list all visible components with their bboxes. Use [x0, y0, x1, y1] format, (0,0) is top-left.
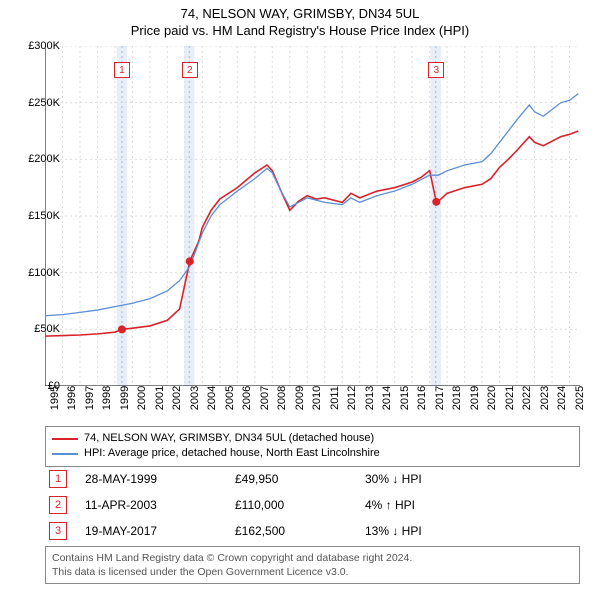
x-axis-tick-label: 2000 [136, 386, 148, 410]
x-axis-tick-label: 2006 [241, 386, 253, 410]
y-axis-tick-label: £200K [10, 153, 60, 165]
x-axis-tick-label: 2012 [346, 386, 358, 410]
legend-item-hpi: HPI: Average price, detached house, Nort… [52, 446, 573, 461]
transaction-date: 19-MAY-2017 [85, 524, 235, 538]
x-axis-tick-label: 2023 [539, 386, 551, 410]
y-axis-tick-label: £300K [10, 40, 60, 52]
x-axis-tick-label: 2013 [364, 386, 376, 410]
transaction-number: 1 [49, 470, 67, 488]
y-axis-tick-label: £100K [10, 267, 60, 279]
transaction-diff: 13% ↓ HPI [365, 524, 580, 538]
x-axis-tick-label: 2021 [504, 386, 516, 410]
x-axis-tick-label: 2017 [434, 386, 446, 410]
transaction-date: 28-MAY-1999 [85, 472, 235, 486]
legend-label: HPI: Average price, detached house, Nort… [84, 446, 380, 461]
footer: Contains HM Land Registry data © Crown c… [45, 546, 580, 584]
x-axis-tick-label: 2025 [574, 386, 586, 410]
x-axis-tick-label: 2001 [154, 386, 166, 410]
transaction-number: 3 [49, 522, 67, 540]
footer-line: Contains HM Land Registry data © Crown c… [52, 551, 573, 565]
x-axis-tick-label: 2004 [206, 386, 218, 410]
chart-title: 74, NELSON WAY, GRIMSBY, DN34 5UL [0, 0, 600, 21]
y-axis-tick-label: £50K [10, 323, 60, 335]
transaction-row: 1 28-MAY-1999£49,95030% ↓ HPI [45, 466, 580, 492]
transaction-marker: 1 [114, 62, 130, 78]
x-axis-tick-label: 2018 [451, 386, 463, 410]
transaction-diff: 30% ↓ HPI [365, 472, 580, 486]
transaction-row: 3 19-MAY-2017£162,50013% ↓ HPI [45, 518, 580, 544]
transaction-marker: 2 [182, 62, 198, 78]
x-axis-tick-label: 2010 [311, 386, 323, 410]
x-axis-tick-label: 2022 [521, 386, 533, 410]
chart-subtitle: Price paid vs. HM Land Registry's House … [0, 21, 600, 44]
legend-swatch [52, 453, 78, 455]
transaction-price: £162,500 [235, 524, 365, 538]
x-axis-tick-label: 2009 [294, 386, 306, 410]
legend-item-price: 74, NELSON WAY, GRIMSBY, DN34 5UL (detac… [52, 431, 573, 446]
transaction-price: £110,000 [235, 498, 365, 512]
x-axis-tick-label: 2020 [486, 386, 498, 410]
x-axis-tick-label: 2005 [224, 386, 236, 410]
x-axis-tick-label: 1997 [84, 386, 96, 410]
transactions-table: 1 28-MAY-1999£49,95030% ↓ HPI 2 11-APR-2003… [45, 466, 580, 544]
x-axis-tick-label: 2015 [399, 386, 411, 410]
footer-line: This data is licensed under the Open Gov… [52, 565, 573, 579]
y-axis-tick-label: £250K [10, 97, 60, 109]
x-axis-tick-label: 2007 [259, 386, 271, 410]
chart-container: { "title": "74, NELSON WAY, GRIMSBY, DN3… [0, 0, 600, 590]
chart-svg [45, 46, 580, 386]
transaction-price: £49,950 [235, 472, 365, 486]
x-axis-tick-label: 1996 [66, 386, 78, 410]
x-axis-tick-label: 1998 [101, 386, 113, 410]
x-axis-tick-label: 1995 [49, 386, 61, 410]
x-axis-tick-label: 2019 [469, 386, 481, 410]
y-axis-tick-label: £150K [10, 210, 60, 222]
x-axis-tick-label: 2014 [381, 386, 393, 410]
x-axis-tick-label: 2016 [416, 386, 428, 410]
x-axis-tick-label: 2024 [556, 386, 568, 410]
x-axis-tick-label: 2008 [276, 386, 288, 410]
x-axis-tick-label: 2003 [189, 386, 201, 410]
transaction-date: 11-APR-2003 [85, 498, 235, 512]
x-axis-tick-label: 1999 [119, 386, 131, 410]
legend-swatch [52, 438, 78, 440]
transaction-marker: 3 [428, 62, 444, 78]
x-axis-tick-label: 2011 [329, 386, 341, 410]
transaction-number: 2 [49, 496, 67, 514]
chart-plot-area [45, 46, 580, 386]
transaction-row: 2 11-APR-2003£110,0004% ↑ HPI [45, 492, 580, 518]
legend-label: 74, NELSON WAY, GRIMSBY, DN34 5UL (detac… [84, 431, 374, 446]
transaction-diff: 4% ↑ HPI [365, 498, 580, 512]
x-axis-tick-label: 2002 [171, 386, 183, 410]
legend: 74, NELSON WAY, GRIMSBY, DN34 5UL (detac… [45, 426, 580, 467]
